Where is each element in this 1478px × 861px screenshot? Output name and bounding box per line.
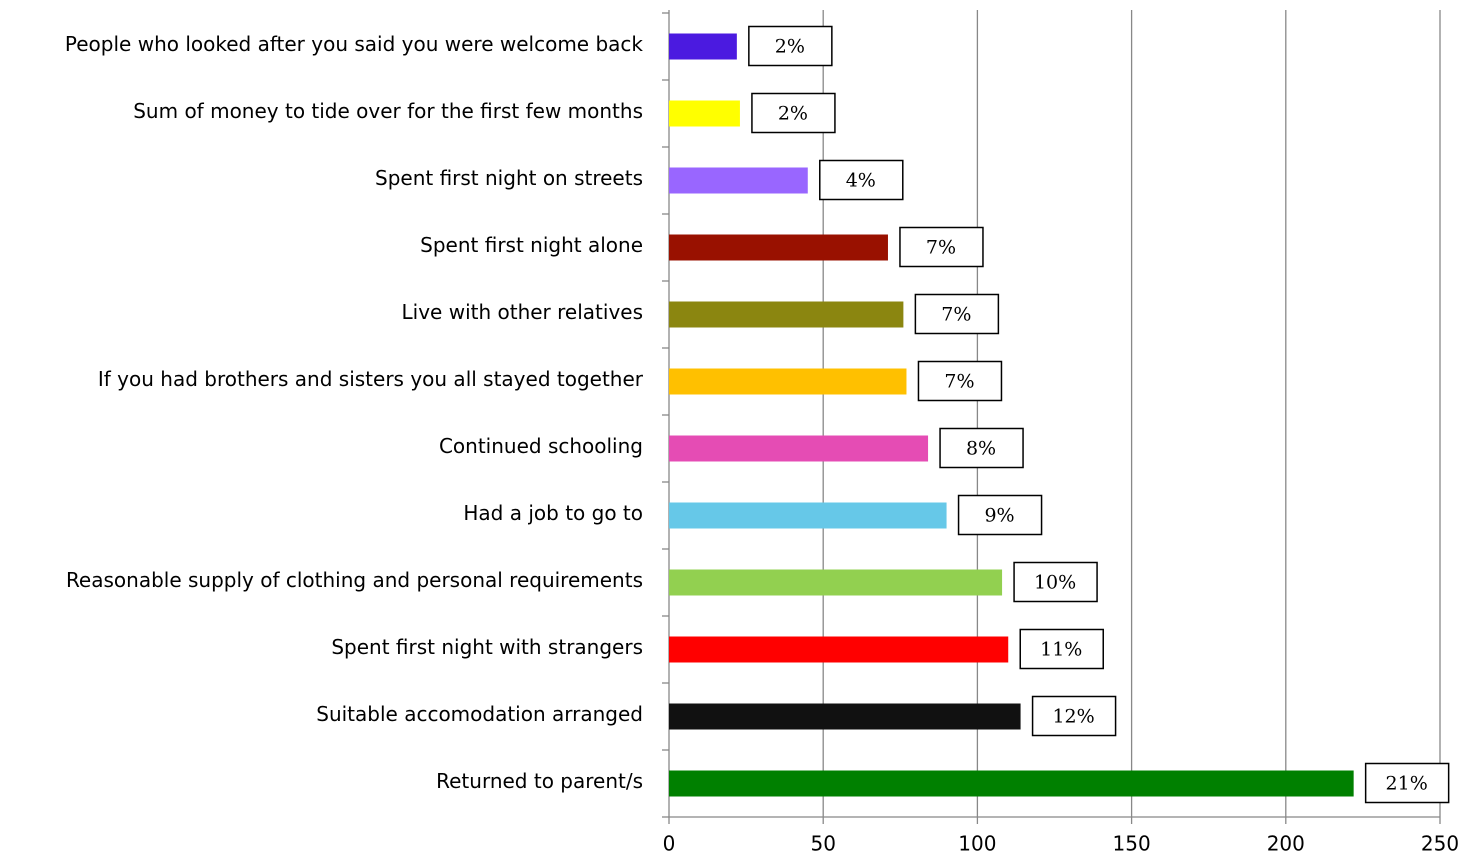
data-label-box xyxy=(917,360,1003,402)
data-label: 21% xyxy=(1386,773,1428,795)
x-tick-label: 0 xyxy=(663,832,676,856)
x-tick-label: 200 xyxy=(1267,832,1305,856)
data-label-box xyxy=(1019,628,1104,670)
data-label-box xyxy=(751,92,836,134)
data-label-box xyxy=(1031,695,1117,737)
x-tick-label: 100 xyxy=(958,832,996,856)
bar xyxy=(669,435,929,462)
data-label-box xyxy=(899,226,984,268)
data-label: 7% xyxy=(941,304,971,326)
bar xyxy=(669,636,1009,663)
data-label: 7% xyxy=(944,371,974,393)
x-tick-label: 50 xyxy=(810,832,835,856)
data-label: 9% xyxy=(984,505,1014,527)
data-label-box xyxy=(748,25,833,67)
y-tick-label: If you had brothers and sisters you all … xyxy=(98,367,644,391)
data-label: 7% xyxy=(926,237,956,259)
bar xyxy=(669,234,888,261)
y-tick-label: Spent first night on streets xyxy=(375,166,643,190)
y-tick-label: Spent first night with strangers xyxy=(331,635,643,659)
bar xyxy=(669,703,1021,730)
data-label-box xyxy=(1364,762,1450,804)
data-label: 8% xyxy=(966,438,996,460)
y-tick-label: Suitable accomodation arranged xyxy=(316,702,643,726)
bar xyxy=(669,502,947,529)
bar xyxy=(669,569,1003,596)
bar xyxy=(669,167,808,194)
bar xyxy=(669,368,907,395)
y-tick-label: Spent first night alone xyxy=(420,233,643,257)
x-tick-label: 150 xyxy=(1113,832,1151,856)
data-label: 11% xyxy=(1040,639,1082,661)
data-label: 10% xyxy=(1034,572,1076,594)
bar xyxy=(669,33,737,60)
data-label: 2% xyxy=(775,36,805,58)
y-tick-label: People who looked after you said you wer… xyxy=(65,32,644,56)
data-label-box xyxy=(914,293,1000,335)
data-label-box xyxy=(1013,561,1098,603)
x-tick-label: 250 xyxy=(1421,832,1459,856)
y-tick-label: Reasonable supply of clothing and person… xyxy=(66,568,643,592)
data-label: 2% xyxy=(778,103,808,125)
bar xyxy=(669,100,740,127)
y-tick-label: Live with other relatives xyxy=(402,300,643,324)
data-label-box xyxy=(939,427,1024,469)
y-tick-label: Returned to parent/s xyxy=(436,769,643,793)
y-tick-label: Had a job to go to xyxy=(463,501,643,525)
data-label-box xyxy=(957,494,1043,536)
data-label: 12% xyxy=(1052,706,1094,728)
data-label: 4% xyxy=(846,170,876,192)
bar xyxy=(669,301,904,328)
data-label-box xyxy=(819,159,904,201)
y-tick-label: Continued schooling xyxy=(439,434,643,458)
bar xyxy=(669,770,1354,797)
y-tick-label: Sum of money to tide over for the first … xyxy=(133,99,643,123)
